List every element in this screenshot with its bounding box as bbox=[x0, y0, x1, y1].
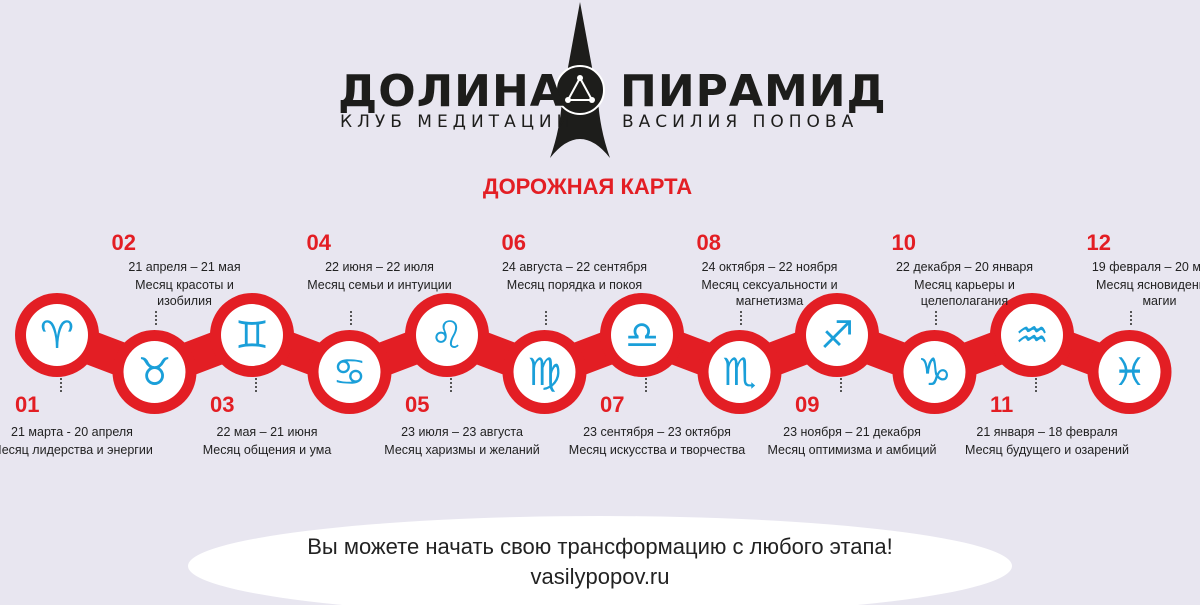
stage-description: Месяц ясновидения и магии bbox=[1095, 278, 1200, 308]
dotted-leader bbox=[1129, 311, 1132, 325]
stage-number: 12 bbox=[1086, 230, 1111, 255]
stage-node-05: ♌︎ bbox=[405, 293, 489, 377]
capricorn-icon: ♑︎ bbox=[917, 350, 951, 394]
stage-label: 23 июля – 23 августа Месяц харизмы и жела… bbox=[367, 424, 557, 458]
cancer-icon: ♋︎ bbox=[332, 350, 366, 394]
stage-number: 09 bbox=[795, 392, 820, 417]
stage-dates: 21 января – 18 февраля bbox=[976, 425, 1118, 439]
dotted-leader bbox=[255, 378, 257, 392]
stage-node-03: ♊︎ bbox=[210, 293, 294, 377]
libra-icon: ♎︎ bbox=[625, 313, 659, 357]
dotted-leader bbox=[645, 378, 647, 392]
stage-dates: 21 марта - 20 апреля bbox=[11, 425, 133, 439]
stage-node-08: ♏︎ bbox=[697, 330, 782, 414]
stage-number: 02 bbox=[111, 230, 136, 255]
stage-dates: 23 ноября – 21 декабря bbox=[783, 425, 921, 439]
gemini-icon: ♊︎ bbox=[235, 313, 269, 357]
stage-label: 22 декабря – 20 января Месяц карьеры и це… bbox=[890, 259, 1040, 309]
stage-number: 04 bbox=[306, 230, 331, 255]
stage-label: 24 августа – 22 сентября Месяц порядка и … bbox=[500, 259, 650, 293]
dotted-leader bbox=[840, 378, 842, 392]
stage-dates: 22 июня – 22 июля bbox=[325, 260, 434, 274]
aries-icon: ♈︎ bbox=[40, 313, 74, 357]
stage-description: Месяц оптимизма и амбиций bbox=[767, 443, 937, 457]
logo-sub-right: ВАСИЛИЯ ПОПОВА bbox=[622, 112, 859, 132]
scorpio-icon: ♏︎ bbox=[722, 350, 756, 394]
pisces-icon: ♓︎ bbox=[1112, 350, 1146, 394]
stage-dates: 22 декабря – 20 января bbox=[895, 260, 1034, 274]
stage-node-06: ♍︎ bbox=[502, 330, 587, 414]
stage-number: 11 bbox=[990, 392, 1014, 417]
stage-label: 21 марта - 20 апреля Месяц лидерства и эн… bbox=[0, 424, 167, 458]
stage-number: 07 bbox=[600, 392, 625, 417]
pyramid-logo-icon bbox=[550, 2, 610, 158]
stage-description: Месяц семьи и интуиции bbox=[307, 278, 452, 292]
leo-icon: ♌︎ bbox=[430, 313, 464, 357]
stage-description: Месяц искусства и творчества bbox=[568, 443, 746, 457]
stage-dates: 21 апреля – 21 мая bbox=[128, 260, 241, 274]
dotted-leader bbox=[934, 311, 937, 325]
stage-dates: 19 февраля – 20 марта bbox=[1091, 260, 1200, 274]
stage-label: 23 сентября – 23 октября Месяц искусства … bbox=[562, 424, 752, 458]
stage-description: Месяц будущего и озарений bbox=[965, 443, 1129, 457]
dotted-leader bbox=[739, 311, 742, 325]
stage-number: 03 bbox=[210, 392, 235, 417]
stage-label: 23 ноября – 21 декабря Месяц оптимизма и … bbox=[757, 424, 947, 458]
dotted-leader bbox=[349, 311, 352, 325]
dotted-leader bbox=[450, 378, 452, 392]
footer-url[interactable]: vasilypopov.ru bbox=[530, 564, 670, 589]
dotted-leader bbox=[154, 311, 157, 325]
sagittarius-icon: ♐︎ bbox=[820, 313, 854, 357]
stage-dates: 24 августа – 22 сентября bbox=[501, 260, 648, 274]
stage-node-11: ♒︎ bbox=[990, 293, 1074, 377]
stage-label: 21 января – 18 февраля Месяц будущего и о… bbox=[952, 424, 1142, 458]
logo-word-left: ДОЛИНА bbox=[338, 66, 565, 117]
stage-number: 08 bbox=[696, 230, 721, 255]
page-title: ДОРОЖНАЯ КАРТА bbox=[482, 174, 693, 199]
stage-dates: 23 сентября – 23 октября bbox=[583, 425, 731, 439]
aquarius-icon: ♒︎ bbox=[1015, 313, 1049, 357]
stage-description: Месяц харизмы и желаний bbox=[384, 443, 540, 457]
stage-description: Месяц лидерства и энергии bbox=[0, 443, 153, 457]
stage-description: Месяц сексуальности и магнетизма bbox=[701, 278, 838, 308]
stage-number: 10 bbox=[891, 230, 916, 255]
stage-node-10: ♑︎ bbox=[892, 330, 977, 414]
stage-label: 22 мая – 21 июня Месяц общения и ума bbox=[172, 424, 362, 458]
stage-label: 21 апреля – 21 мая Месяц красоты и изобил… bbox=[110, 259, 260, 309]
stage-description: Месяц красоты и изобилия bbox=[135, 278, 234, 308]
stage-label: 19 февраля – 20 марта Месяц ясновидения и… bbox=[1085, 259, 1200, 309]
stage-label: 24 октября – 22 ноября Месяц сексуальност… bbox=[695, 259, 845, 309]
stage-node-12: ♓︎ bbox=[1087, 330, 1172, 414]
stage-dates: 24 октября – 22 ноября bbox=[701, 260, 838, 274]
stage-node-01: ♈︎ bbox=[15, 293, 99, 377]
stage-node-02: ♉︎ bbox=[112, 330, 197, 414]
stage-dates: 22 мая – 21 июня bbox=[216, 425, 318, 439]
stage-number: 06 bbox=[501, 230, 526, 255]
virgo-icon: ♍︎ bbox=[527, 350, 561, 394]
stage-description: Месяц общения и ума bbox=[202, 443, 332, 457]
logo-sub-left: КЛУБ МЕДИТАЦИИ bbox=[340, 112, 575, 132]
stage-node-04: ♋︎ bbox=[307, 330, 392, 414]
stage-description: Месяц карьеры и целеполагания bbox=[914, 278, 1015, 308]
stage-dates: 23 июля – 23 августа bbox=[401, 425, 523, 439]
footer-text: Вы можете начать свою трансформацию с лю… bbox=[307, 534, 893, 559]
stage-node-09: ♐︎ bbox=[795, 293, 879, 377]
stage-description: Месяц порядка и покоя bbox=[506, 278, 643, 292]
stage-number: 05 bbox=[405, 392, 430, 417]
dotted-leader bbox=[60, 378, 62, 392]
stage-node-07: ♎︎ bbox=[600, 293, 684, 377]
dotted-leader bbox=[544, 311, 547, 325]
stage-number: 01 bbox=[15, 392, 40, 417]
dotted-leader bbox=[1035, 378, 1037, 392]
logo-word-right: ПИРАМИД bbox=[620, 66, 887, 117]
taurus-icon: ♉︎ bbox=[137, 350, 171, 394]
stage-label: 22 июня – 22 июля Месяц семьи и интуиции bbox=[305, 259, 455, 293]
